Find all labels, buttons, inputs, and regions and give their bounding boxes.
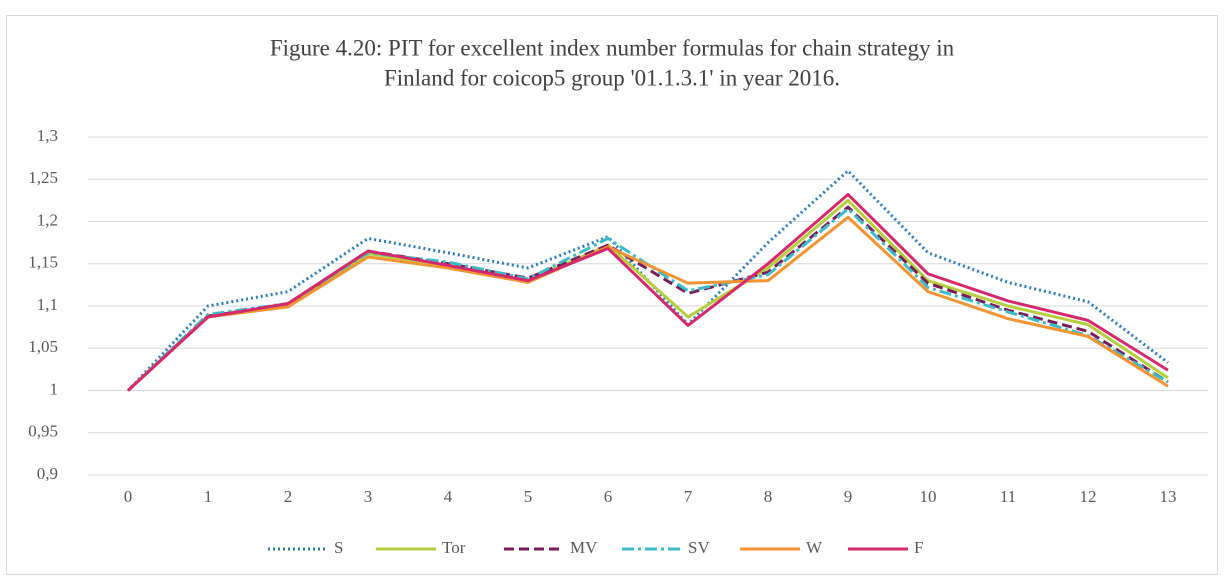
chart-title: Finland for coicop5 group '01.1.3.1' in … — [384, 65, 840, 90]
y-tick-label: 1,1 — [37, 295, 58, 314]
x-tick-label: 0 — [124, 487, 133, 506]
x-tick-label: 1 — [204, 487, 213, 506]
x-tick-label: 13 — [1160, 487, 1177, 506]
y-tick-label: 0,95 — [28, 422, 58, 441]
x-tick-label: 8 — [764, 487, 773, 506]
y-tick-label: 1 — [50, 379, 59, 398]
chart-title: Figure 4.20: PIT for excellent index num… — [270, 35, 955, 60]
data-line — [126, 205, 1169, 392]
legend-label: SV — [688, 538, 710, 557]
x-tick-label: 11 — [1000, 487, 1016, 506]
y-tick-label: 1,15 — [28, 253, 58, 272]
x-tick-label: 10 — [920, 487, 937, 506]
legend-label: Tor — [442, 538, 466, 557]
data-line — [126, 215, 1169, 392]
y-tick-label: 1,2 — [37, 210, 58, 229]
x-tick-label: 6 — [604, 487, 613, 506]
data-line — [126, 192, 1169, 392]
legend-label: MV — [570, 538, 598, 557]
y-tick-label: 1,05 — [28, 337, 58, 356]
x-tick-label: 2 — [284, 487, 293, 506]
x-tick-label: 7 — [684, 487, 693, 506]
x-tick-label: 4 — [444, 487, 453, 506]
x-tick-label: 3 — [364, 487, 373, 506]
y-tick-label: 0,9 — [37, 464, 58, 483]
y-tick-label: 1,25 — [28, 168, 58, 187]
legend-label: W — [806, 538, 823, 557]
legend-label: F — [914, 538, 923, 557]
x-tick-label: 5 — [524, 487, 533, 506]
y-tick-label: 1,3 — [37, 126, 58, 145]
legend-label: S — [334, 538, 343, 557]
x-tick-label: 12 — [1080, 487, 1097, 506]
chart-frame — [6, 15, 1218, 575]
x-tick-label: 9 — [844, 487, 853, 506]
